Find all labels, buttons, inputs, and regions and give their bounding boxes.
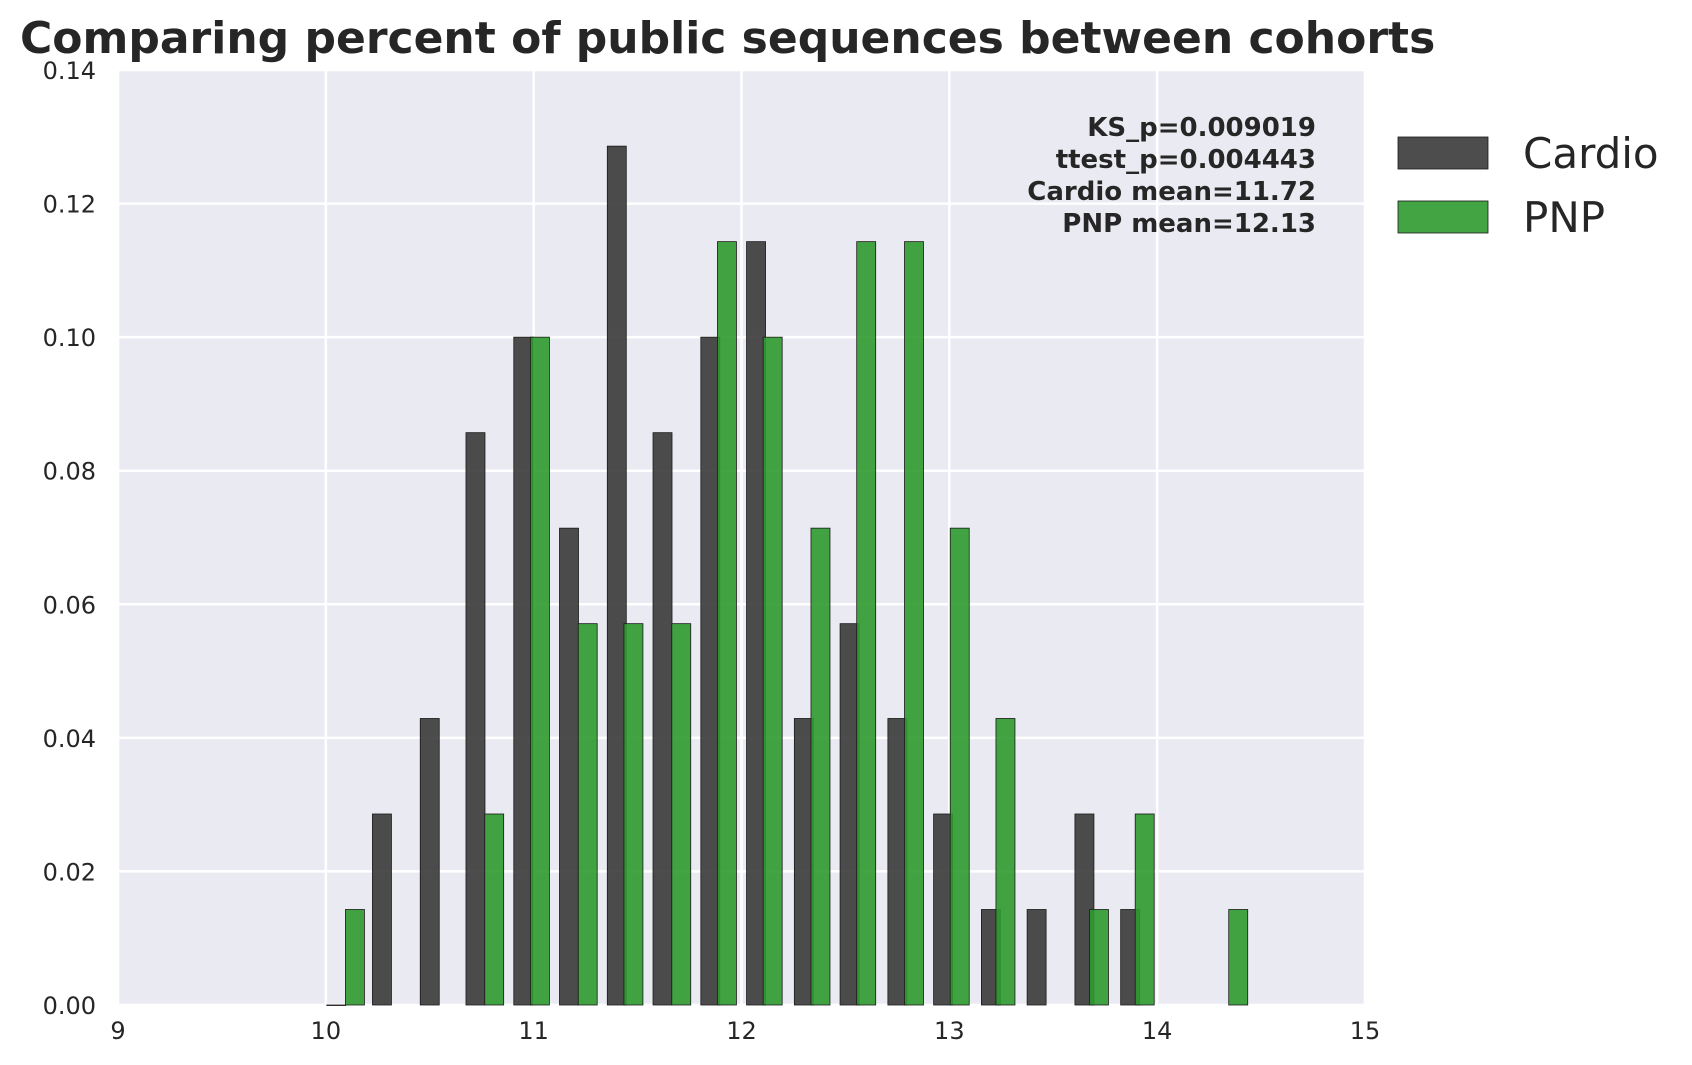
bar-cardio bbox=[513, 336, 534, 1006]
x-tick-label: 10 bbox=[311, 1017, 342, 1045]
x-tick-label: 9 bbox=[110, 1017, 125, 1045]
bar-pnp bbox=[1089, 909, 1109, 1006]
x-tick-label: 15 bbox=[1350, 1017, 1381, 1045]
x-tick-label: 13 bbox=[934, 1017, 965, 1045]
bar-cardio bbox=[1026, 909, 1047, 1006]
stats-annotation: KS_p=0.009019 bbox=[1087, 113, 1316, 143]
chart-title: Comparing percent of public sequences be… bbox=[20, 13, 1435, 64]
bar-pnp bbox=[484, 813, 505, 1006]
bar-cardio bbox=[652, 432, 673, 1006]
bar-cardio bbox=[933, 813, 953, 1006]
y-tick-label: 0.02 bbox=[43, 858, 96, 886]
bar-pnp bbox=[671, 623, 692, 1006]
legend: Cardio PNP bbox=[1397, 129, 1659, 242]
bar-cardio bbox=[606, 145, 627, 1006]
y-tick-label: 0.06 bbox=[43, 591, 96, 619]
bar-pnp bbox=[762, 336, 783, 1006]
bar-cardio bbox=[419, 718, 440, 1006]
bar-cardio bbox=[372, 813, 392, 1006]
y-axis-ticks: 0.00 0.02 0.04 0.06 0.08 0.10 0.12 0.14 bbox=[43, 57, 96, 1020]
grid-lines bbox=[116, 68, 1367, 1007]
bar-pnp bbox=[1228, 909, 1249, 1006]
bar-cardio bbox=[839, 623, 860, 1006]
bar-cardio bbox=[326, 1004, 347, 1006]
bar-pnp bbox=[1134, 813, 1155, 1006]
stats-annotation: PNP mean=12.13 bbox=[1062, 209, 1316, 239]
bar-cardio bbox=[465, 432, 486, 1006]
bar-cardio bbox=[700, 336, 721, 1006]
x-tick-label: 11 bbox=[518, 1017, 549, 1045]
bar-cardio bbox=[559, 527, 579, 1006]
y-tick-label: 0.10 bbox=[43, 324, 96, 352]
legend-label-cardio: Cardio bbox=[1523, 129, 1659, 178]
bar-pnp bbox=[623, 623, 644, 1006]
x-tick-label: 12 bbox=[726, 1017, 757, 1045]
legend-swatch-pnp bbox=[1397, 200, 1489, 234]
legend-swatch-cardio bbox=[1397, 136, 1489, 170]
legend-label-pnp: PNP bbox=[1523, 193, 1605, 242]
bar-pnp bbox=[810, 527, 831, 1006]
bar-pnp bbox=[856, 241, 877, 1006]
x-axis-ticks: 9 10 11 12 13 14 15 bbox=[110, 1017, 1380, 1045]
x-tick-label: 14 bbox=[1142, 1017, 1173, 1045]
y-tick-label: 0.04 bbox=[43, 725, 96, 753]
bar-cardio bbox=[746, 241, 766, 1006]
y-tick-label: 0.12 bbox=[43, 191, 96, 219]
bar-pnp bbox=[577, 623, 598, 1006]
bars bbox=[326, 145, 1249, 1006]
y-tick-label: 0.08 bbox=[43, 458, 96, 486]
bar-pnp bbox=[949, 527, 970, 1006]
bar-pnp bbox=[717, 241, 737, 1006]
stats-annotation: Cardio mean=11.72 bbox=[1027, 177, 1316, 207]
bar-pnp bbox=[530, 336, 550, 1006]
y-tick-label: 0.14 bbox=[43, 57, 96, 85]
y-tick-label: 0.00 bbox=[43, 992, 96, 1020]
bar-pnp bbox=[995, 718, 1016, 1006]
bar-cardio bbox=[793, 718, 814, 1006]
bar-cardio bbox=[887, 718, 908, 1006]
bar-pnp bbox=[345, 909, 365, 1006]
bar-pnp bbox=[904, 241, 924, 1006]
stats-annotation: ttest_p=0.004443 bbox=[1056, 145, 1316, 175]
